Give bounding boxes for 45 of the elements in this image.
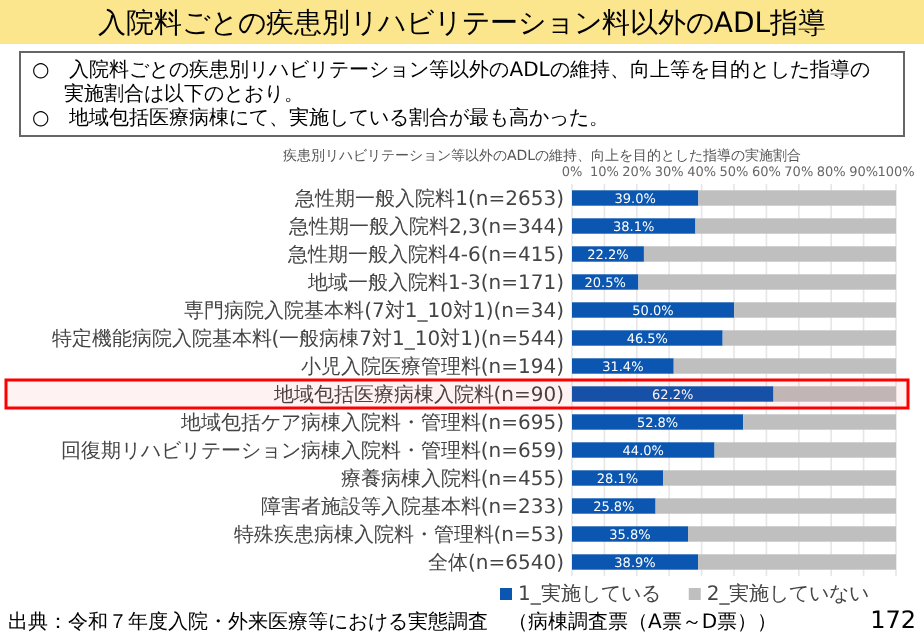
y-tick-label: 全体(n=6540) [428, 551, 565, 575]
y-tick-label: 急性期一般入院料1(n=2653) [293, 187, 565, 211]
chart-title: 入院料ごとの疾患別リハビリテーション料以外のADL指導 [97, 8, 827, 40]
bar [687, 526, 896, 542]
bar [695, 218, 896, 234]
legend-label: 1_実施している [518, 582, 661, 606]
bar [572, 190, 699, 206]
y-tick-label: 障害者施設等入院基本料(n=233) [260, 495, 565, 519]
y-tick-label: 専門病院入院基本料(7対1_10対1)(n=34) [184, 299, 565, 323]
text: ○ 地域包括医療病棟にて、実施している割合が最も高かった。 [32, 106, 610, 130]
text: 172 [870, 606, 916, 634]
bar [572, 330, 723, 346]
y-tick-label: 地域一般入院料1-3(n=171) [306, 271, 565, 295]
bar [572, 302, 734, 318]
source-note: 出典：令和７年度入院・外来医療等における実態調査 （病棟調査票（A票～D票）） [8, 610, 778, 634]
bar [638, 274, 896, 290]
bar [714, 442, 896, 458]
bar [663, 470, 896, 486]
bar [572, 414, 744, 430]
y-tick-label: 回復期リハビリテーション病棟入院料・管理料(n=659) [60, 439, 565, 463]
bar [722, 330, 896, 346]
bar [673, 358, 896, 374]
bar [698, 190, 896, 206]
bar [643, 246, 896, 262]
y-tick-label: 急性期一般入院料4-6(n=415) [286, 243, 565, 267]
bar [773, 386, 896, 402]
bar [572, 386, 774, 402]
bar [572, 358, 674, 374]
y-tick-label: 療養病棟入院料(n=455) [340, 467, 565, 491]
bar [572, 218, 696, 234]
bar [572, 554, 699, 570]
y-tick-label: 急性期一般入院料2,3(n=344) [286, 215, 565, 239]
bar [655, 498, 896, 514]
y-tick-label: 小児入院医療管理料(n=194) [300, 355, 565, 379]
y-tick-label: 特殊疾患病棟入院料・管理料(n=53) [233, 523, 565, 547]
bar [743, 414, 896, 430]
bar [572, 526, 688, 542]
y-tick-label: 地域包括医療病棟入院料(n=90) [271, 383, 565, 407]
y-tick-label: 地域包括ケア病棟入院料・管理料(n=695) [178, 411, 565, 435]
y-tick-label: 特定機能病院入院基本料(一般病棟7対1_10対1)(n=544) [51, 327, 565, 351]
legend-label: 2_実施していない [706, 582, 870, 606]
text: ○ 入院料ごとの疾患別リハビリテーション等以外のADLの維持、向上等を目的とした指導の実施割合は以下のとおり。 [32, 58, 870, 106]
bar [734, 302, 896, 318]
bar [698, 554, 896, 570]
bar [572, 442, 715, 458]
